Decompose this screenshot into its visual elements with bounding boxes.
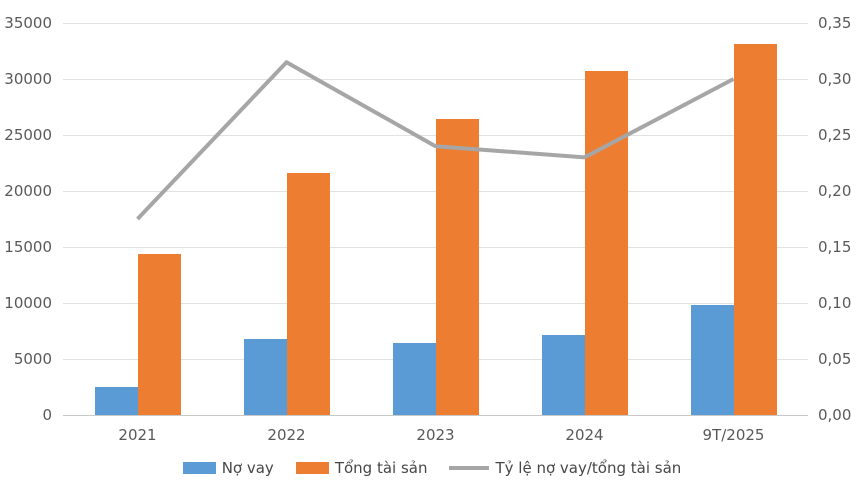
right-axis-tick-label: 0,30 [818, 70, 852, 88]
legend-item-no-vay: Nợ vay [182, 459, 274, 477]
right-axis-tick-label: 0,00 [818, 406, 852, 424]
left-axis-tick-label: 0 [42, 406, 52, 424]
tong-tai-san-swatch-icon [295, 462, 329, 474]
legend: Nợ vay Tổng tài sản Tỷ lệ nợ vay/tổng tà… [0, 454, 864, 482]
x-axis-label: 2021 [118, 426, 157, 444]
left-axis-tick-label: 20000 [4, 182, 52, 200]
bar-no-vay [541, 335, 585, 415]
legend-item-ty-le: Tỷ lệ nợ vay/tổng tài sản [449, 459, 681, 477]
left-axis-tick-label: 25000 [4, 126, 52, 144]
bar-no-vay [243, 338, 287, 415]
right-axis-tick-label: 0,25 [818, 126, 852, 144]
right-axis-tick-label: 0,05 [818, 350, 852, 368]
no-vay-swatch-icon [182, 462, 216, 474]
legend-label-no-vay: Nợ vay [221, 459, 274, 477]
right-axis-tick-label: 0,10 [818, 294, 852, 312]
right-axis-tick-label: 0,20 [818, 182, 852, 200]
x-axis-label: 9T/2025 [702, 426, 765, 444]
gridline [63, 22, 808, 24]
left-axis-tick-label: 15000 [4, 238, 52, 256]
right-axis-tick-label: 0,15 [818, 238, 852, 256]
ty-le-line-swatch-icon [449, 466, 490, 470]
ratio-line [136, 60, 735, 221]
x-axis-label: 2024 [565, 426, 604, 444]
bar-tong-tai-san [435, 119, 479, 415]
left-axis-tick-label: 10000 [4, 294, 52, 312]
bar-no-vay [392, 343, 436, 415]
bar-no-vay [690, 305, 734, 415]
left-axis-tick-label: 30000 [4, 70, 52, 88]
x-axis-label: 2023 [416, 426, 455, 444]
legend-label-ty-le: Tỷ lệ nợ vay/tổng tài sản [495, 459, 682, 477]
bar-no-vay [94, 387, 138, 415]
right-axis-tick-label: 0,35 [818, 14, 852, 32]
bar-tong-tai-san [137, 253, 181, 415]
legend-label-tong-tai-san: Tổng tài sản [334, 459, 428, 477]
x-axis-label: 2022 [267, 426, 306, 444]
bar-tong-tai-san [286, 173, 330, 415]
left-axis-tick-label: 5000 [13, 350, 52, 368]
bar-tong-tai-san [584, 71, 628, 415]
left-axis-tick-label: 35000 [4, 14, 52, 32]
bar-tong-tai-san [733, 44, 777, 415]
gridline [63, 78, 808, 80]
gridline [63, 414, 808, 416]
legend-item-tong-tai-san: Tổng tài sản [295, 459, 428, 477]
